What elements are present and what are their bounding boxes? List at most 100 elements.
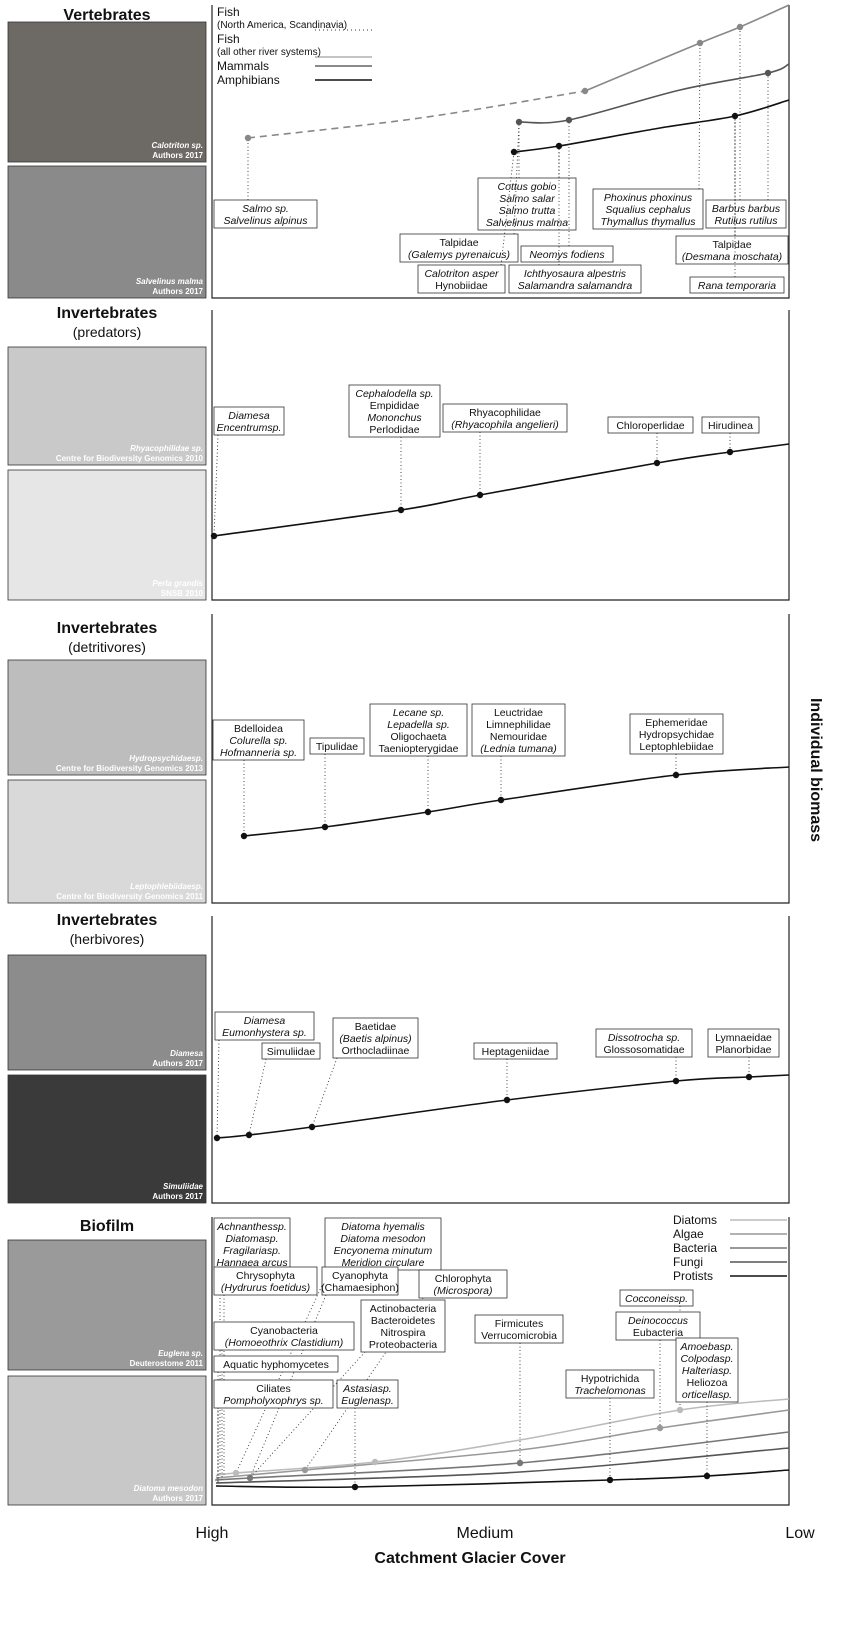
trend-curve (213, 443, 790, 537)
taxon-label: Neomys fodiens (529, 249, 605, 261)
label-box (629, 713, 724, 755)
label-box (473, 1042, 558, 1060)
point (555, 142, 563, 150)
trend-curve (215, 1469, 790, 1489)
taxon-label: Meridion circulare (342, 1257, 425, 1269)
point (726, 448, 734, 456)
label-box (212, 719, 305, 761)
taxon-label: Salmo salar (499, 193, 555, 205)
taxon-label: Dissotrocha sp. (608, 1032, 680, 1044)
label-box (442, 403, 568, 433)
label-box (592, 188, 704, 230)
label-box (213, 1321, 355, 1351)
legend-note: (North America, Scandinavia) (217, 20, 347, 31)
photo (7, 346, 207, 466)
taxon-label: Empididae (370, 400, 420, 412)
trend-curve (215, 1431, 790, 1481)
panel-title: Invertebrates (57, 305, 158, 322)
taxon-label: Hydropsychidae (639, 729, 714, 741)
label-box (213, 1379, 334, 1409)
point (371, 1458, 379, 1466)
panel-subtitle: (detritivores) (68, 639, 146, 655)
leader-line (249, 1351, 366, 1479)
photo (7, 1239, 207, 1371)
taxon-label: Cottus gobio (498, 181, 557, 193)
taxon-label: Oligochaeta (390, 731, 446, 743)
taxon-label: Taeniopterygidae (379, 743, 459, 755)
label-box (565, 1369, 655, 1399)
taxon-label: Salvelinus alpinus (223, 215, 308, 227)
photo-credit: Authors 2017 (152, 151, 203, 160)
leader-line (500, 151, 515, 266)
label-box (213, 199, 318, 229)
label-box (213, 406, 285, 436)
photo (7, 469, 207, 601)
legend-label: Amphibians (217, 73, 280, 87)
photo-credit: Deuterostome 2011 (130, 1359, 204, 1368)
taxon-label: Hirudinea (708, 420, 753, 432)
photo-credit: Diatoma mesodon (134, 1484, 203, 1493)
taxon-label: Ciliates (256, 1383, 290, 1395)
panel-frame (211, 916, 790, 1204)
photo (7, 1375, 207, 1506)
taxon-label: Actinobacteria (370, 1303, 437, 1315)
taxon-label: Halteriasp. (682, 1365, 732, 1377)
taxon-label: Colurella sp. (229, 735, 287, 747)
trend-curve (247, 90, 586, 139)
photo (7, 954, 207, 1071)
photo (7, 1074, 207, 1204)
taxon-label: Astasiasp. (342, 1383, 391, 1395)
leader-line (235, 1269, 330, 1474)
point (397, 506, 405, 514)
taxon-label: Diamesa (244, 1015, 286, 1027)
label-box (336, 1379, 399, 1409)
taxon-label: Hypotrichida (581, 1373, 640, 1385)
point (351, 1483, 359, 1491)
photo-credit: Centre for Biodiversity Genomics 2010 (56, 454, 204, 463)
leader-line (311, 1057, 338, 1128)
label-box (360, 1299, 446, 1353)
panel-frame (211, 614, 790, 904)
taxon-label: Limnephilidae (486, 719, 551, 731)
taxon-label: Hynobiidae (435, 280, 488, 292)
taxon-label: Lymnaeidae (715, 1032, 772, 1044)
label-box (261, 1042, 321, 1060)
taxon-label: Amoebasp. (679, 1341, 733, 1353)
label-box (595, 1028, 693, 1058)
panel-frame (211, 1217, 790, 1506)
point (581, 87, 589, 95)
photo-credit: Euglena sp. (158, 1349, 203, 1358)
point (672, 1077, 680, 1085)
taxon-label: Lepadella sp. (387, 719, 449, 731)
point (515, 118, 523, 126)
taxon-label: Hofmanneria sp. (220, 747, 297, 759)
point (246, 1474, 254, 1482)
taxon-label: Rana temporaria (698, 280, 776, 292)
point (503, 1096, 511, 1104)
taxon-label: Perlodidae (369, 424, 419, 436)
legend-note: (all other river systems) (217, 47, 321, 58)
photo-credit: Authors 2017 (152, 1059, 203, 1068)
point (232, 1469, 240, 1477)
label-box (332, 1017, 419, 1059)
label-box (321, 1266, 399, 1296)
photo-credit: Perla grandis (152, 579, 203, 588)
photo (7, 21, 207, 163)
label-box (615, 1311, 701, 1341)
photo-credit: Leptophlebiidaesp. (130, 882, 203, 891)
panel-subtitle: (predators) (73, 324, 141, 340)
taxon-label: Chrysophyta (236, 1270, 295, 1282)
taxon-label: Pompholyxophrys sp. (223, 1395, 323, 1407)
label-box (369, 703, 468, 757)
taxon-label: Encentrumsp. (217, 422, 282, 434)
point (244, 134, 252, 142)
trend-curve (216, 1074, 790, 1139)
panel-frame (211, 5, 790, 299)
photo-credit: Salvelinus malma (136, 277, 204, 286)
point (308, 1123, 316, 1131)
taxon-label: Rutilus rutilus (714, 215, 778, 227)
legend-label: Protists (673, 1269, 713, 1283)
taxon-label: (Desmana moschata) (682, 251, 782, 263)
leader-line (513, 121, 520, 235)
